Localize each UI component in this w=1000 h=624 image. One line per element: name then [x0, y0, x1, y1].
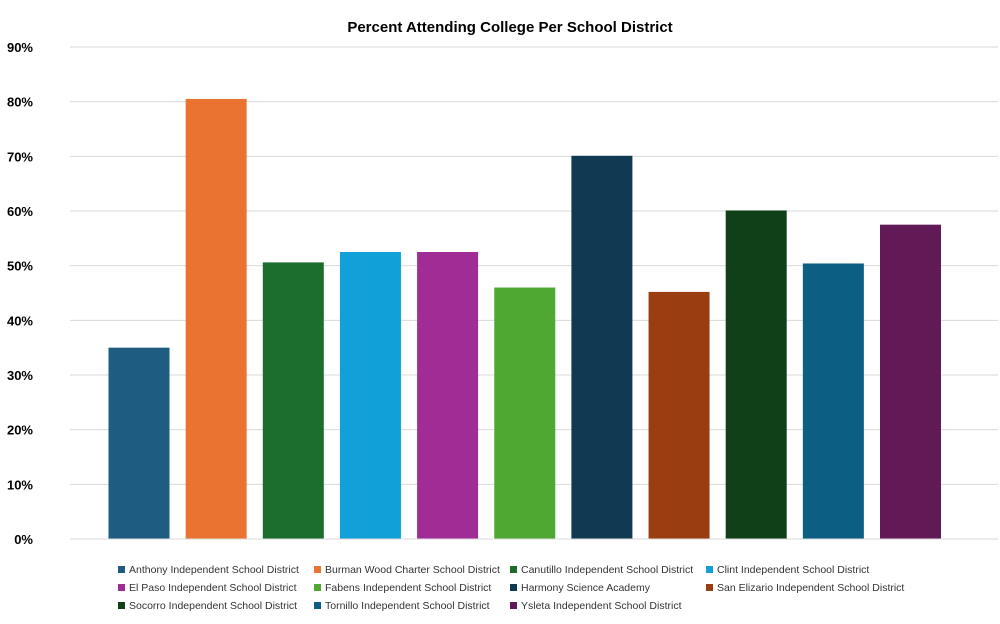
y-tick-label: 0% — [14, 532, 33, 547]
legend-item: El Paso Independent School District — [118, 580, 314, 595]
legend-label: Socorro Independent School District — [129, 599, 298, 612]
y-tick-label: 10% — [7, 477, 33, 492]
bar-el-paso-independent-school-district — [417, 252, 479, 539]
legend-label: Anthony Independent School District — [129, 563, 299, 576]
legend-label: Tornillo Independent School District — [325, 599, 490, 612]
legend-swatch — [118, 584, 125, 591]
legend-label: Clint Independent School District — [717, 563, 870, 576]
legend-swatch — [706, 584, 713, 591]
legend-label: El Paso Independent School District — [129, 581, 297, 594]
legend-item: Fabens Independent School District — [314, 580, 510, 595]
y-tick-label: 70% — [7, 149, 33, 164]
legend-label: Fabens Independent School District — [325, 581, 492, 594]
bar-fabens-independent-school-district — [494, 287, 556, 539]
y-tick-label: 80% — [7, 95, 33, 110]
legend-item: Socorro Independent School District — [118, 598, 314, 613]
legend-swatch — [314, 602, 321, 609]
y-tick-label: 50% — [7, 259, 33, 274]
legend-swatch — [118, 566, 125, 573]
legend-swatch — [314, 584, 321, 591]
legend-item: Burman Wood Charter School District — [314, 562, 510, 577]
legend: Anthony Independent School District Burma… — [118, 562, 998, 613]
legend-label: San Elizario Independent School District — [717, 581, 905, 594]
y-axis-ticks: 0% 10% 20% 30% 40% 50% 60% 70% 80% 90% — [7, 40, 33, 547]
bar-burman-wood-charter-school-district — [185, 98, 247, 539]
legend-swatch — [510, 584, 517, 591]
legend-swatch — [706, 566, 713, 573]
legend-item: Clint Independent School District — [706, 562, 902, 577]
bar-clint-independent-school-district — [339, 252, 401, 539]
legend-label: Harmony Science Academy — [521, 581, 650, 594]
y-tick-label: 30% — [7, 368, 33, 383]
bar-canutillo-independent-school-district — [262, 262, 324, 539]
y-tick-label: 90% — [7, 40, 33, 55]
bar-ysleta-independent-school-district — [880, 224, 941, 539]
bar-anthony-independent-school-district — [108, 347, 170, 539]
legend-item: Ysleta Independent School District — [510, 598, 706, 613]
y-tick-label: 20% — [7, 423, 33, 438]
bar-socorro-independent-school-district — [725, 210, 787, 539]
y-tick-label: 60% — [7, 204, 33, 219]
bar-san-elizario-independent-school-district — [648, 291, 710, 539]
legend-item: San Elizario Independent School District — [706, 580, 905, 595]
legend-item: Harmony Science Academy — [510, 580, 706, 595]
bar-harmony-science-academy — [571, 155, 633, 539]
legend-label: Ysleta Independent School District — [521, 599, 682, 612]
legend-label: Burman Wood Charter School District — [325, 563, 500, 576]
bars — [108, 98, 941, 539]
legend-item: Tornillo Independent School District — [314, 598, 510, 613]
bar-tornillo-independent-school-district — [802, 263, 864, 539]
legend-swatch — [510, 602, 517, 609]
legend-swatch — [314, 566, 321, 573]
y-tick-label: 40% — [7, 313, 33, 328]
legend-swatch — [118, 602, 125, 609]
legend-item: Anthony Independent School District — [118, 562, 314, 577]
legend-swatch — [510, 566, 517, 573]
legend-label: Canutillo Independent School District — [521, 563, 694, 576]
legend-item: Canutillo Independent School District — [510, 562, 706, 577]
chart-title: Percent Attending College Per School Dis… — [347, 19, 672, 36]
